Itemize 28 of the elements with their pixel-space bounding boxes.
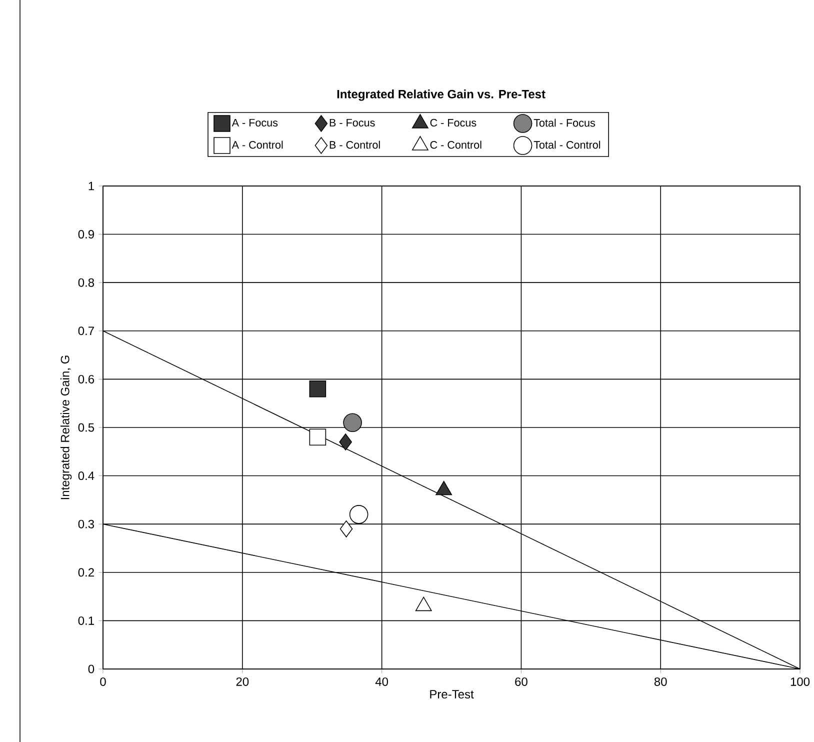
y-tick-label: 0.4 [78,472,94,480]
y-tick-label: 1 [88,182,94,190]
chart-title: Integrated Relative Gain vs. Pre-Test [337,90,546,101]
y-axis-title: Integrated Relative Gain, G [60,356,72,500]
legend-label: Total - Control [534,140,600,149]
legend-label: A - Focus [232,118,278,126]
x-tick-label: 40 [375,677,388,686]
y-tick-label: 0.3 [78,520,94,528]
y-tick-label: 0.2 [78,568,94,577]
x-tick-label: 20 [236,677,249,686]
x-tick-label: 0 [100,677,106,686]
y-tick-label: 0.6 [78,374,94,384]
legend-label: B - Focus [330,118,375,126]
legend-label: Total - Focus [534,118,595,127]
y-tick-label: 0.9 [78,230,94,239]
legend-label: A - Control [232,140,283,149]
y-tick-label: 0.8 [78,278,94,287]
x-tick-label: 60 [515,677,528,686]
x-tick-label: 80 [654,677,667,686]
y-tick-label: 0.5 [78,423,94,432]
legend-label: C - Control [430,140,482,149]
y-tick-label: 0 [88,664,94,674]
x-tick-label: 100 [790,677,810,686]
y-tick-label: 0.7 [78,326,94,336]
y-tick-label: 0.1 [78,616,94,625]
legend-label: C - Focus [430,118,476,127]
legend-label: B - Control [330,140,380,149]
x-axis-title: Pre-Test [430,690,474,699]
